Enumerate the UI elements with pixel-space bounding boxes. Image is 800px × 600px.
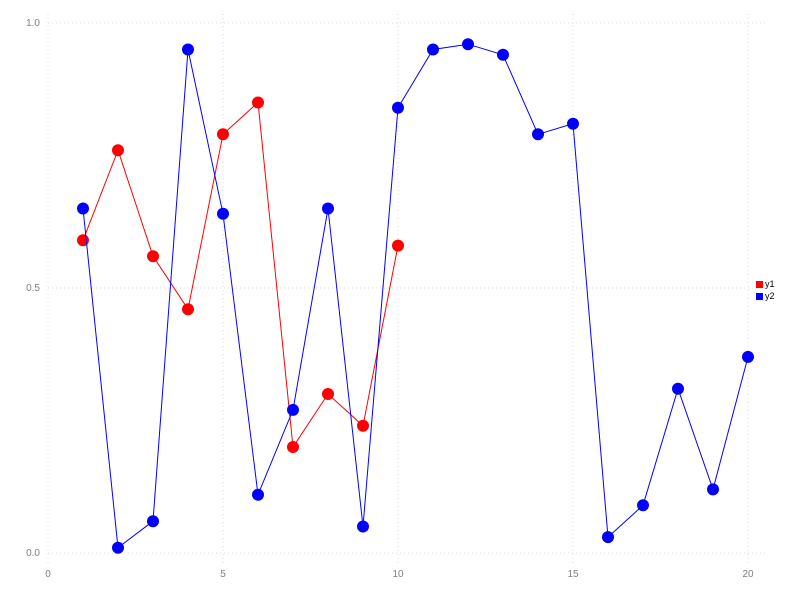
series-line-y2: [82, 43, 749, 549]
x-axis-tick-label: 5: [220, 569, 226, 580]
x-axis-tick-label: 20: [742, 569, 754, 580]
data-point-y1: [252, 96, 264, 109]
data-point-y1: [392, 239, 404, 252]
data-point-y1: [287, 441, 299, 453]
data-point-y2: [252, 488, 264, 501]
data-point-y2: [672, 382, 684, 395]
data-point-y1: [217, 128, 229, 141]
legend-item-y2: y2: [756, 291, 775, 302]
series-line-y1: [82, 101, 399, 449]
data-point-y2: [147, 515, 159, 528]
legend-swatch-y1-icon: [756, 281, 763, 288]
data-point-y2: [112, 541, 124, 554]
y-axis-tick-label: 1.0: [26, 18, 40, 29]
legend-label-y2: y2: [765, 291, 775, 301]
legend-swatch-y2-icon: [756, 293, 763, 300]
data-point-y2: [532, 128, 544, 141]
data-point-y1: [182, 303, 194, 316]
data-point-y2: [707, 483, 719, 496]
y-axis-tick-label: 0.5: [26, 283, 40, 294]
data-point-y2: [77, 202, 89, 215]
data-point-y2: [497, 48, 509, 61]
data-point-y1: [322, 388, 334, 400]
data-point-y2: [392, 101, 404, 114]
x-axis-tick-label: 15: [567, 569, 579, 580]
y-axis-tick-label: 0.0: [26, 548, 40, 559]
legend-label-y1: y1: [765, 279, 775, 289]
data-point-y2: [427, 43, 439, 56]
x-axis-tick-label: 0: [45, 569, 51, 580]
data-point-y2: [742, 350, 754, 363]
data-point-y1: [357, 419, 369, 432]
data-point-y2: [287, 403, 299, 416]
data-point-y2: [567, 117, 579, 130]
data-point-y1: [112, 144, 124, 157]
data-point-y2: [637, 499, 649, 512]
data-point-y2: [182, 43, 194, 56]
x-axis-tick-label: 10: [392, 569, 404, 580]
data-point-y1: [147, 250, 159, 263]
data-point-y2: [357, 520, 369, 533]
data-point-y2: [462, 38, 474, 51]
legend-item-y1: y1: [756, 279, 775, 290]
data-point-y2: [217, 207, 229, 220]
data-point-y2: [322, 202, 334, 215]
data-point-y2: [602, 531, 614, 544]
legend: y1 y2: [756, 279, 775, 302]
